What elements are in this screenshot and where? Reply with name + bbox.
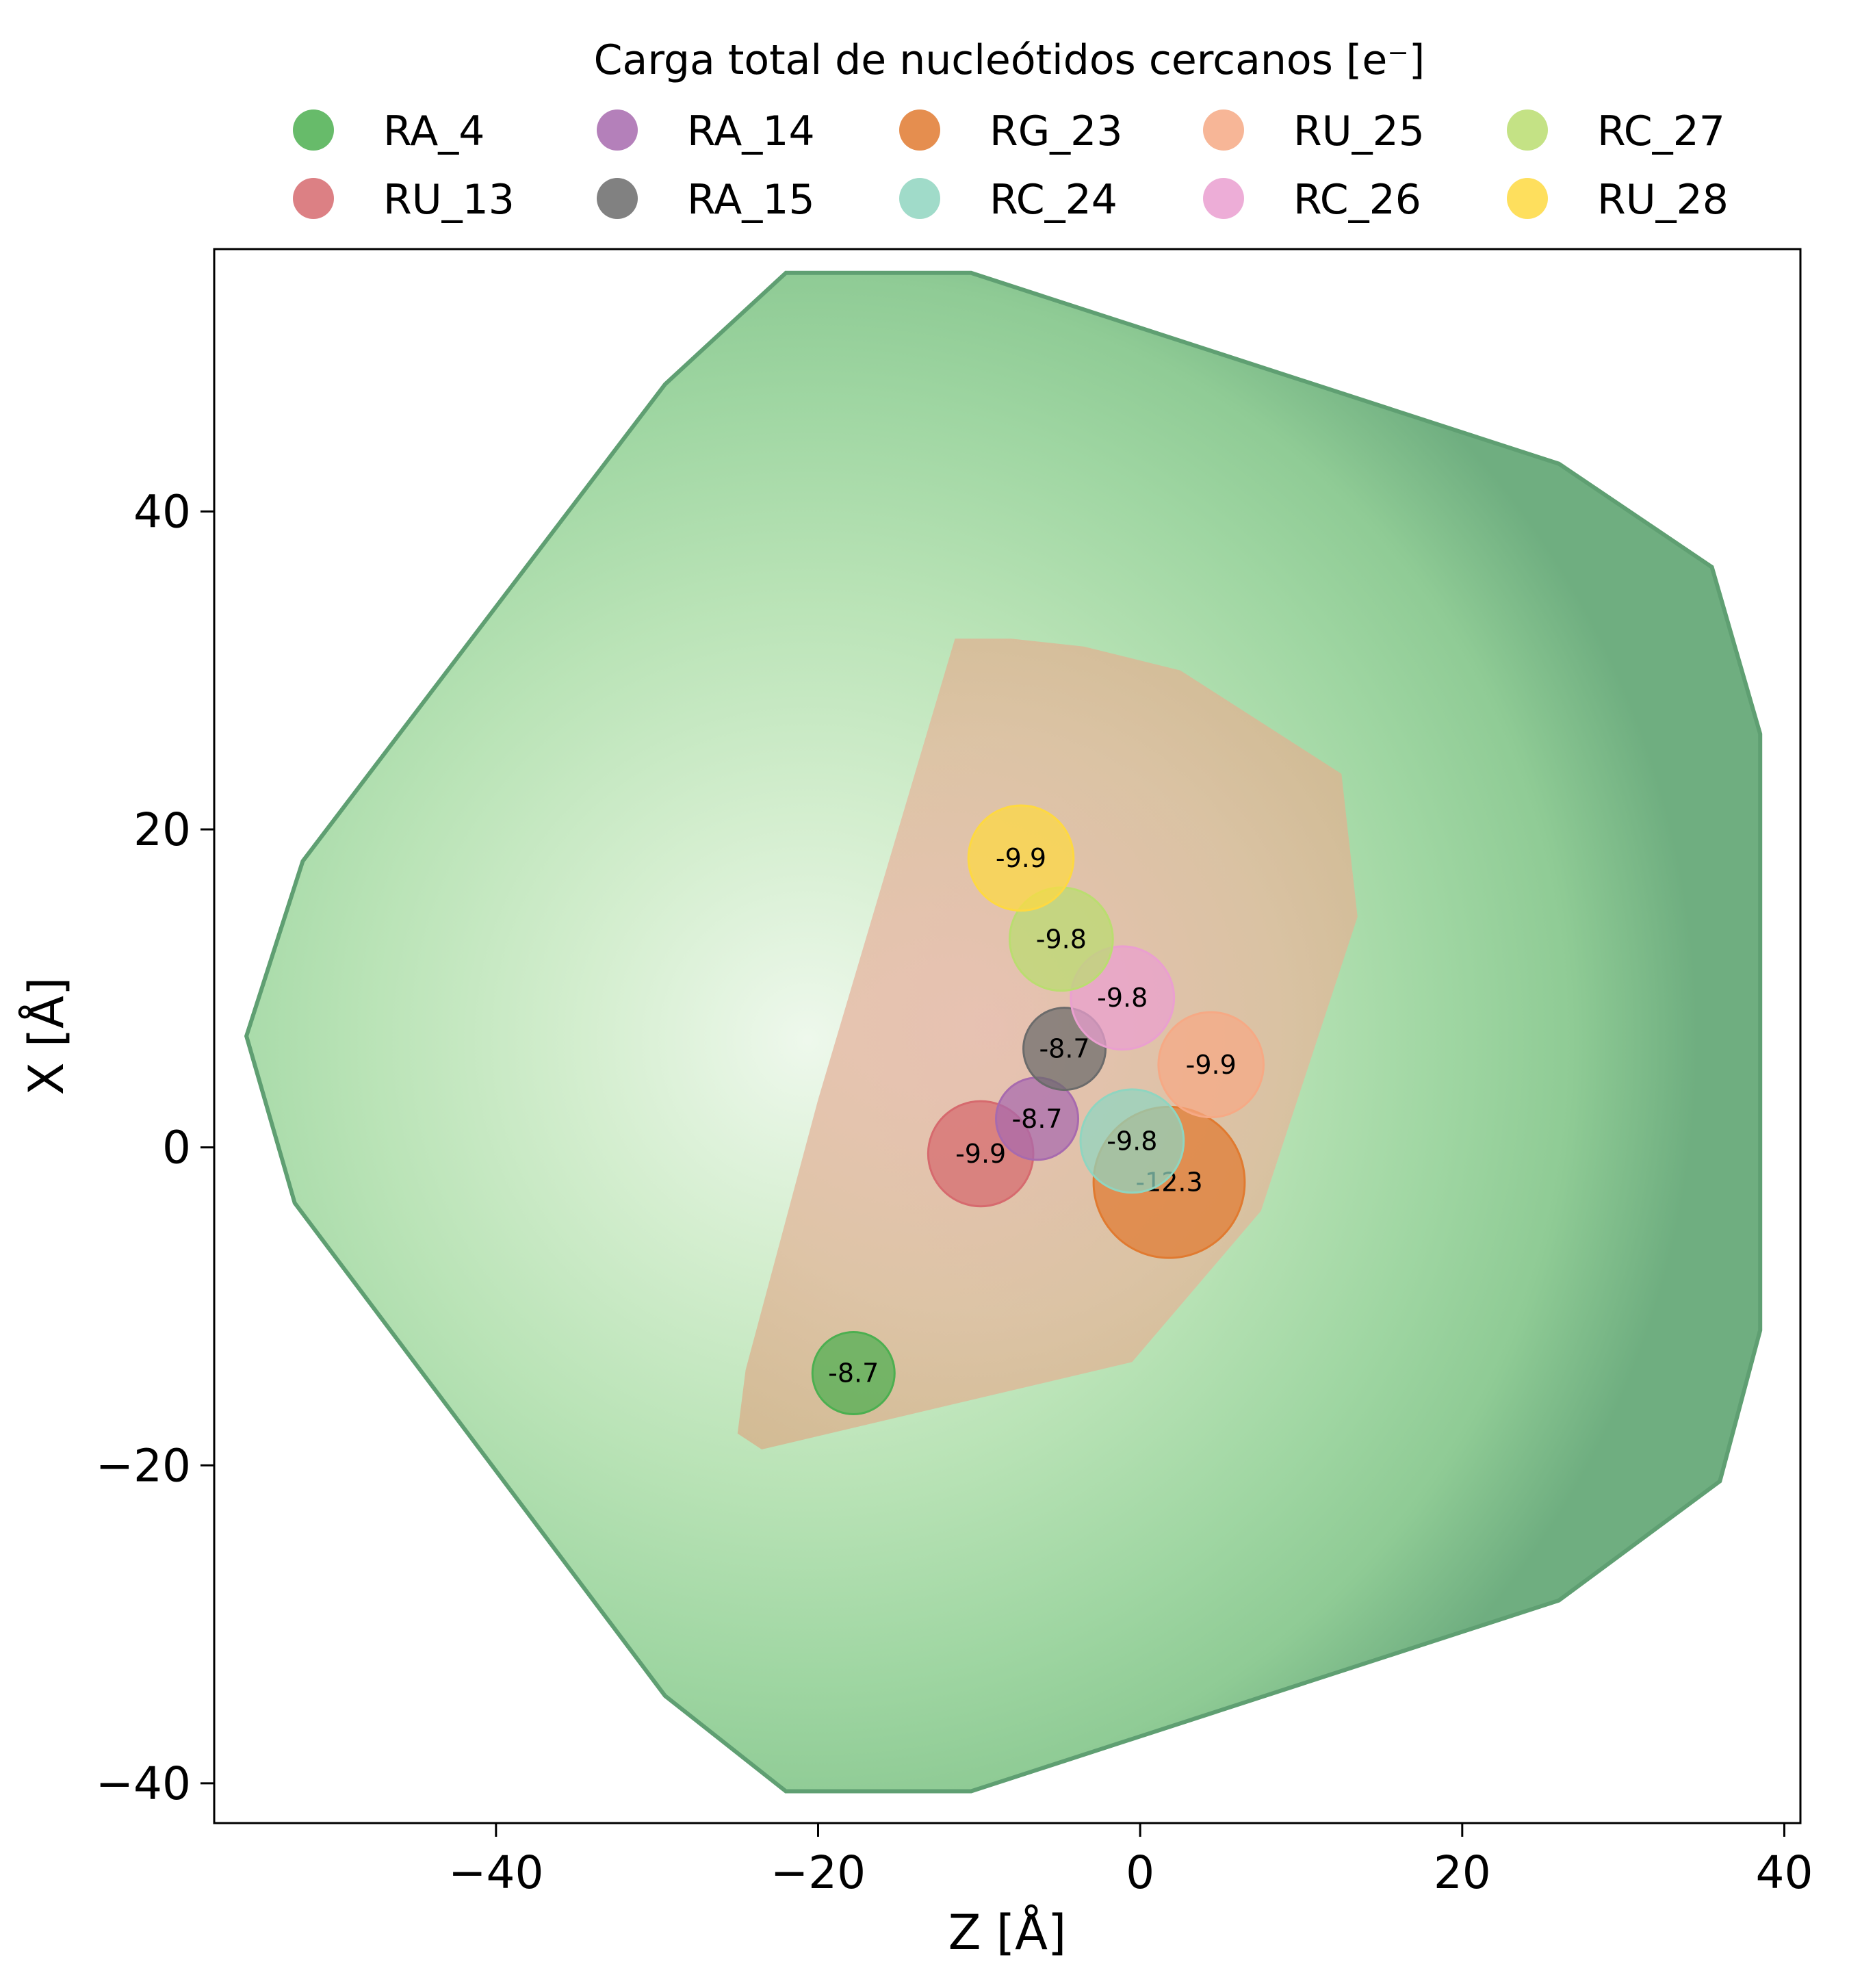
- y-tick-label: 20: [133, 803, 191, 856]
- legend-marker-ra-15: [597, 178, 638, 219]
- legend-marker-rc-27: [1507, 109, 1548, 151]
- bubble-label-ru-28: -9.9: [996, 843, 1046, 873]
- legend-marker-rc-26: [1203, 178, 1244, 219]
- bubble-ru-25: [1157, 1011, 1265, 1119]
- bubble-label-rc-24: -9.8: [1107, 1126, 1157, 1156]
- plot-frame: [213, 248, 1802, 1824]
- bubble-rc-24: [1079, 1088, 1185, 1194]
- bubble-label-ra-15: -8.7: [1039, 1034, 1089, 1064]
- legend: Carga total de nucleótidos cercanos [e⁻]…: [293, 36, 1729, 224]
- y-tick-label: 0: [162, 1122, 191, 1174]
- bubble-label-ra-14: -8.7: [1011, 1104, 1062, 1134]
- legend-marker-ra-14: [597, 109, 638, 151]
- y-axis: −40 −20 0 20 40: [96, 485, 214, 1810]
- plot-area: -8.7-9.9-8.7-8.7-12.3-9.8-9.9-9.8-9.8-9.…: [244, 270, 1763, 1794]
- bubbles: -8.7-9.9-8.7-8.7-12.3-9.8-9.9-9.8-9.8-9.…: [811, 804, 1265, 1416]
- legend-label-ru-28: RU_28: [1597, 176, 1729, 224]
- x-tick-label: −20: [771, 1846, 866, 1899]
- x-tick-label: 20: [1434, 1846, 1491, 1899]
- legend-label-ra-4: RA_4: [383, 107, 484, 155]
- legend-label-ru-25: RU_25: [1293, 107, 1425, 155]
- x-tick-label: 0: [1126, 1846, 1154, 1899]
- bubble-label-rc-26: -9.8: [1097, 983, 1148, 1013]
- legend-items: RA_4 RU_13 RA_14 RA_15 RG_23 RC_24 RU_25 RC_26 R…: [293, 107, 1729, 224]
- bubble-ra-4: [811, 1331, 896, 1416]
- legend-label-ra-15: RA_15: [687, 176, 815, 224]
- bubble-label-rc-27: -9.8: [1036, 924, 1087, 954]
- bubble-label-ru-13: -9.9: [955, 1139, 1006, 1169]
- legend-label-ra-14: RA_14: [687, 107, 815, 155]
- legend-title: Carga total de nucleótidos cercanos [e⁻]: [594, 36, 1425, 84]
- legend-label-rc-24: RC_24: [990, 176, 1117, 224]
- y-tick-label: −20: [96, 1439, 191, 1492]
- legend-marker-ru-28: [1507, 178, 1548, 219]
- x-tick-label: −40: [448, 1846, 543, 1899]
- y-tick-label: 40: [133, 485, 191, 538]
- bubble-label-ru-25: -9.9: [1186, 1050, 1237, 1080]
- y-tick-label: −40: [96, 1757, 191, 1810]
- legend-marker-ru-25: [1203, 109, 1244, 151]
- legend-marker-ra-4: [293, 109, 334, 151]
- y-axis-title: X [Å]: [18, 977, 75, 1096]
- legend-marker-ru-13: [293, 178, 334, 219]
- bubble-label-ra-4: -8.7: [828, 1358, 879, 1389]
- legend-marker-rc-24: [899, 178, 940, 219]
- x-tick-label: 40: [1755, 1846, 1813, 1899]
- legend-label-ru-13: RU_13: [383, 176, 515, 224]
- bubble-ru-28: [967, 804, 1075, 912]
- x-axis-title: Z [Å]: [948, 1905, 1067, 1961]
- legend-label-rg-23: RG_23: [990, 107, 1123, 155]
- legend-label-rc-26: RC_26: [1293, 176, 1421, 224]
- legend-marker-rg-23: [899, 109, 940, 151]
- legend-label-rc-27: RC_27: [1597, 107, 1725, 155]
- x-axis: −40 −20 0 20 40: [448, 1823, 1813, 1899]
